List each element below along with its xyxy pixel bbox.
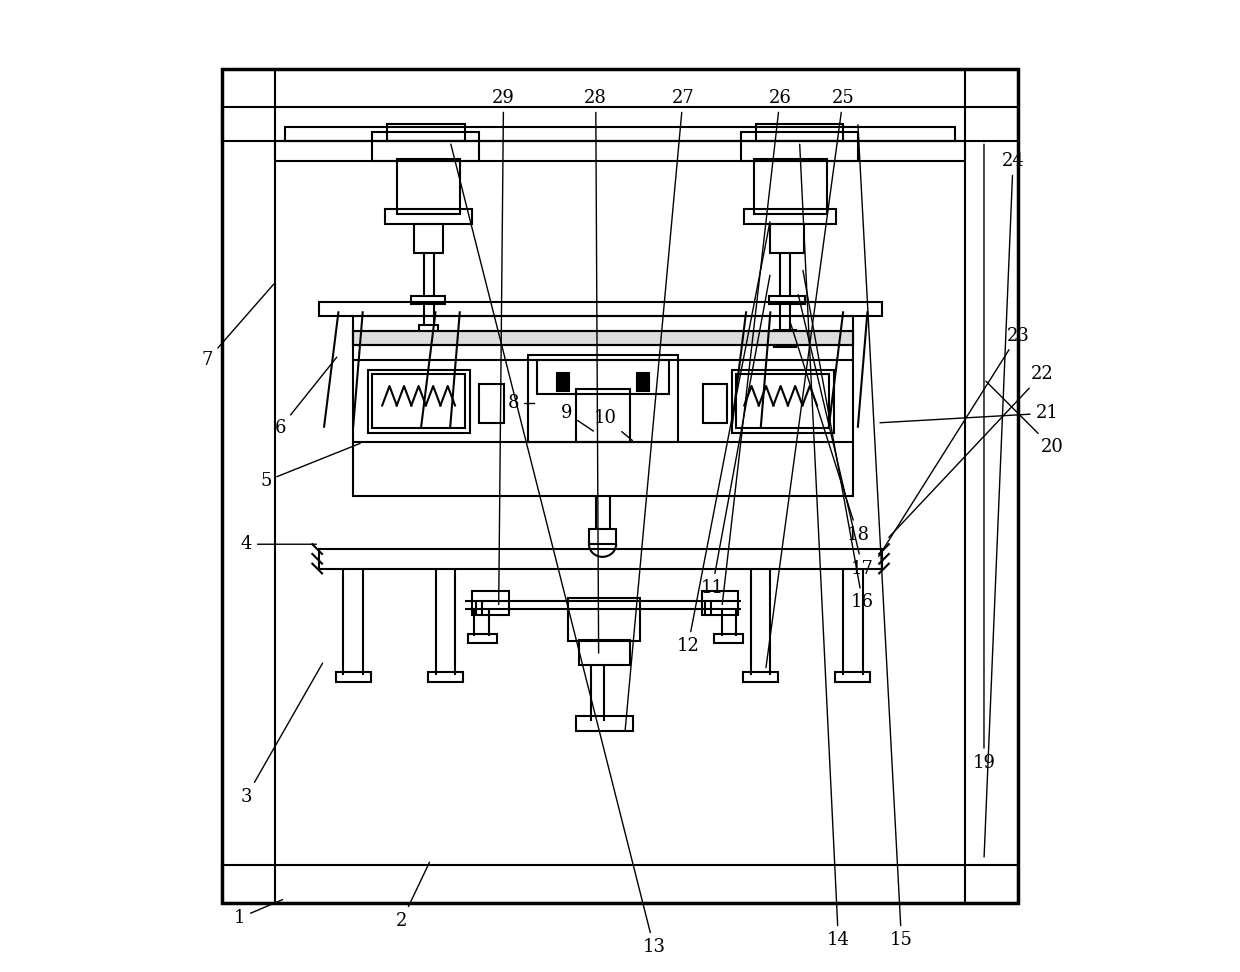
Text: 22: 22 [889,365,1054,538]
Text: 29: 29 [492,88,515,605]
Bar [480,384,503,423]
Bar [774,330,796,347]
Text: 24: 24 [985,152,1024,857]
Text: 8: 8 [507,395,534,412]
Bar [637,373,649,391]
Text: 16: 16 [804,270,874,611]
Text: 20: 20 [986,381,1064,456]
Bar [537,360,668,394]
Text: 7: 7 [202,284,274,368]
Text: 17: 17 [799,295,874,577]
Bar [412,295,445,303]
Bar [467,634,497,643]
Text: 13: 13 [451,144,666,956]
Text: 6: 6 [274,357,337,436]
Bar [703,384,727,423]
Bar [367,369,470,433]
Text: 5: 5 [260,443,360,490]
Bar [737,374,828,428]
Bar [319,301,882,316]
Bar [528,355,678,442]
Text: 19: 19 [972,144,996,772]
Bar [714,634,743,643]
Bar [353,316,853,496]
Bar [387,124,465,142]
Text: 2: 2 [396,862,429,930]
Bar [579,641,630,665]
Text: 3: 3 [241,663,322,806]
Bar [353,330,853,345]
Text: 15: 15 [858,124,913,950]
Bar [557,373,569,391]
Bar [744,209,837,224]
Text: 23: 23 [879,327,1029,556]
Bar [419,325,439,342]
Text: 18: 18 [791,324,869,543]
Bar [222,69,1018,903]
Bar [372,132,480,160]
Bar [336,673,371,682]
Text: 26: 26 [722,88,791,605]
Bar [754,158,827,214]
Bar [285,127,955,142]
Bar [702,591,738,615]
Bar [742,132,858,160]
Bar [428,673,463,682]
Bar [743,673,779,682]
Bar [472,591,510,615]
Bar [372,374,465,428]
Bar [577,716,632,731]
Text: 4: 4 [241,536,316,553]
Bar [319,549,882,569]
Bar [386,209,472,224]
Bar [769,295,806,303]
Bar [589,529,616,544]
Bar [397,158,460,214]
Bar [568,598,640,642]
Bar [414,224,444,253]
Bar [577,389,630,442]
Bar [732,369,833,433]
Text: 25: 25 [766,88,854,668]
Text: 9: 9 [560,404,594,431]
Bar [770,224,805,253]
Text: 28: 28 [584,88,608,653]
Text: 14: 14 [800,144,849,950]
Text: 10: 10 [594,409,632,440]
Bar [756,124,843,142]
Text: 21: 21 [880,404,1059,423]
Bar [836,673,870,682]
Bar [222,864,1018,903]
Bar [222,108,1018,142]
Text: 12: 12 [677,222,770,655]
Text: 11: 11 [701,275,770,597]
Text: 27: 27 [625,88,694,731]
Text: 1: 1 [234,900,283,927]
Bar [275,142,965,160]
Bar [353,330,853,345]
